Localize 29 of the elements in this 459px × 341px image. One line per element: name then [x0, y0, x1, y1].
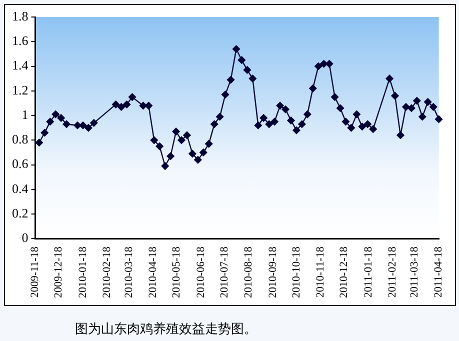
- x-tick-label: 2010-03-18: [122, 246, 135, 298]
- y-tick-label: 0.2: [12, 205, 28, 220]
- y-tick-label: 0.4: [12, 180, 29, 196]
- x-tick-label: 2009-12-18: [52, 246, 65, 298]
- y-tick-label: 1.6: [12, 33, 29, 48]
- x-tick-label: 2010-05-18: [170, 246, 183, 298]
- x-tick-label: 2010-02-18: [101, 246, 114, 298]
- y-tick-label: 1.8: [12, 8, 28, 24]
- y-tick-label: 1: [22, 106, 28, 122]
- y-tick-label: 0: [22, 230, 28, 246]
- x-tick-label: 2010-06-18: [194, 246, 207, 298]
- x-tick-label: 2010-12-18: [338, 246, 350, 298]
- y-tick-label: 1.4: [12, 58, 29, 73]
- x-tick-label: 2010-10-18: [290, 246, 302, 298]
- x-tick-label: 2011-01-18: [362, 246, 374, 298]
- y-tick-label: 0.8: [12, 132, 28, 147]
- x-tick-label: 2010-09-18: [266, 246, 279, 298]
- y-tick-label: 0.6: [12, 156, 29, 172]
- x-tick-label: 2011-02-18: [386, 246, 399, 298]
- x-tick-label: 2010-07-18: [218, 246, 230, 298]
- x-tick-label: 2009-11-18: [29, 246, 42, 298]
- y-tick-label: 1.2: [12, 82, 28, 98]
- x-tick-label: 2010-08-18: [242, 246, 255, 298]
- x-tick-label: 2011-03-18: [408, 246, 420, 298]
- x-tick-label: 2010-11-18: [314, 246, 327, 298]
- x-tick-label: 2010-04-18: [147, 246, 160, 298]
- text: 图为山东肉鸡养殖效益走势图。: [75, 321, 258, 338]
- x-tick-label: 2011-04-18: [432, 246, 445, 298]
- x-tick-label: 2010-01-18: [76, 246, 89, 298]
